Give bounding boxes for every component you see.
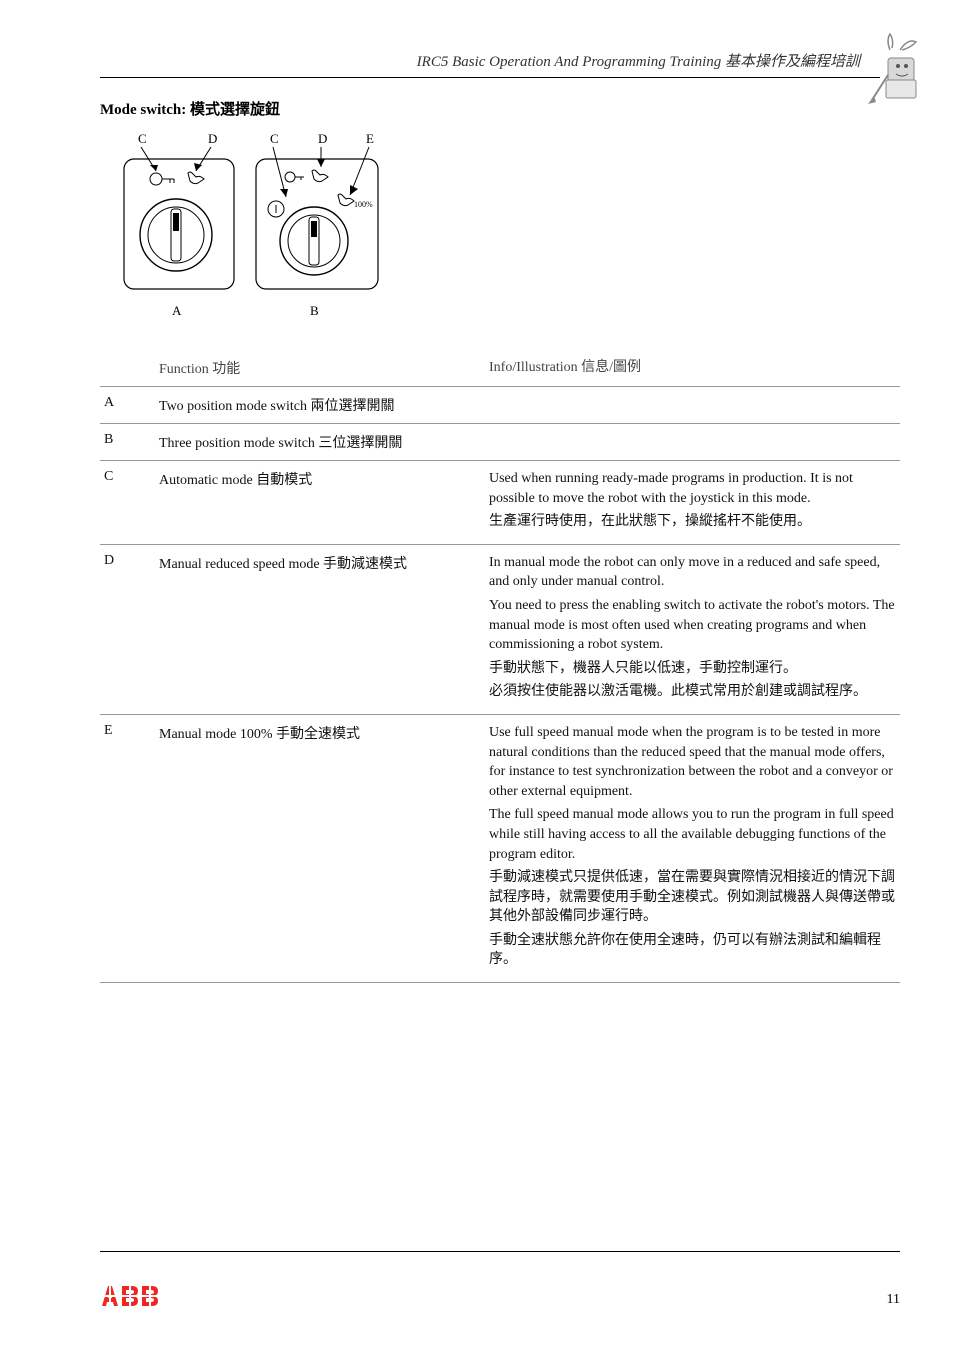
row-function: Automatic mode 自動模式 bbox=[155, 461, 485, 544]
table-row: ATwo position mode switch 兩位選擇開關 bbox=[100, 387, 900, 424]
row-id: C bbox=[100, 461, 155, 544]
row-function: Manual reduced speed mode 手動減速模式 bbox=[155, 545, 485, 714]
table-row: EManual mode 100% 手動全速模式Use full speed m… bbox=[100, 715, 900, 983]
th-info: Info/Illustration 信息/圖例 bbox=[485, 350, 900, 386]
info-paragraph: Use full speed manual mode when the prog… bbox=[489, 723, 896, 801]
row-info bbox=[485, 387, 900, 423]
svg-text:E: E bbox=[366, 131, 374, 146]
row-function: Three position mode switch 三位選擇開關 bbox=[155, 424, 485, 460]
page-footer: 11 bbox=[100, 1251, 900, 1317]
mode-switch-diagram: C D C D E bbox=[110, 125, 900, 330]
info-paragraph: 生產運行時使用，在此狀態下，操縱搖杆不能使用。 bbox=[489, 512, 896, 532]
diagram-label-d: D bbox=[208, 131, 217, 146]
svg-text:C: C bbox=[270, 131, 279, 146]
table-row: BThree position mode switch 三位選擇開關 bbox=[100, 424, 900, 461]
header-title: IRC5 Basic Operation And Programming Tra… bbox=[417, 54, 860, 70]
info-paragraph: 必須按住使能器以激活電機。此模式常用於創建或調試程序。 bbox=[489, 682, 896, 702]
row-id: A bbox=[100, 387, 155, 423]
row-id: D bbox=[100, 545, 155, 714]
table-row: DManual reduced speed mode 手動減速模式In manu… bbox=[100, 545, 900, 715]
mode-table: Function 功能 Info/Illustration 信息/圖例 ATwo… bbox=[100, 350, 900, 983]
info-paragraph: 手動減速模式只提供低速，當在需要與實際情況相接近的情況下調試程序時，就需要使用手… bbox=[489, 868, 896, 927]
section-title: Mode switch: 模式選擇旋鈕 bbox=[100, 98, 900, 119]
table-row: CAutomatic mode 自動模式Used when running re… bbox=[100, 461, 900, 545]
row-id: B bbox=[100, 424, 155, 460]
th-id bbox=[100, 350, 155, 386]
row-function: Two position mode switch 兩位選擇開關 bbox=[155, 387, 485, 423]
info-paragraph: 手動全速狀態允許你在使用全速時，仍可以有辦法測試和編輯程序。 bbox=[489, 931, 896, 970]
svg-text:D: D bbox=[318, 131, 327, 146]
row-id: E bbox=[100, 715, 155, 982]
info-paragraph: In manual mode the robot can only move i… bbox=[489, 553, 896, 592]
th-function: Function 功能 bbox=[155, 350, 485, 386]
info-paragraph: 手動狀態下，機器人只能以低速，手動控制運行。 bbox=[489, 659, 896, 679]
header-rule bbox=[100, 77, 880, 78]
row-info bbox=[485, 424, 900, 460]
row-function: Manual mode 100% 手動全速模式 bbox=[155, 715, 485, 982]
table-header-row: Function 功能 Info/Illustration 信息/圖例 bbox=[100, 350, 900, 387]
row-info: Used when running ready-made programs in… bbox=[485, 461, 900, 544]
abb-logo bbox=[100, 1282, 170, 1317]
row-info: Use full speed manual mode when the prog… bbox=[485, 715, 900, 982]
diagram-100pct: 100% bbox=[354, 200, 373, 209]
diagram-label-b: B bbox=[310, 303, 319, 318]
info-paragraph: You need to press the enabling switch to… bbox=[489, 596, 896, 655]
info-paragraph: The full speed manual mode allows you to… bbox=[489, 805, 896, 864]
page-header: IRC5 Basic Operation And Programming Tra… bbox=[100, 50, 900, 78]
page-number: 11 bbox=[887, 1292, 900, 1308]
row-info: In manual mode the robot can only move i… bbox=[485, 545, 900, 714]
robot-icon bbox=[860, 30, 930, 115]
diagram-label-a: A bbox=[172, 303, 182, 318]
diagram-label-c: C bbox=[138, 131, 147, 146]
info-paragraph: Used when running ready-made programs in… bbox=[489, 469, 896, 508]
